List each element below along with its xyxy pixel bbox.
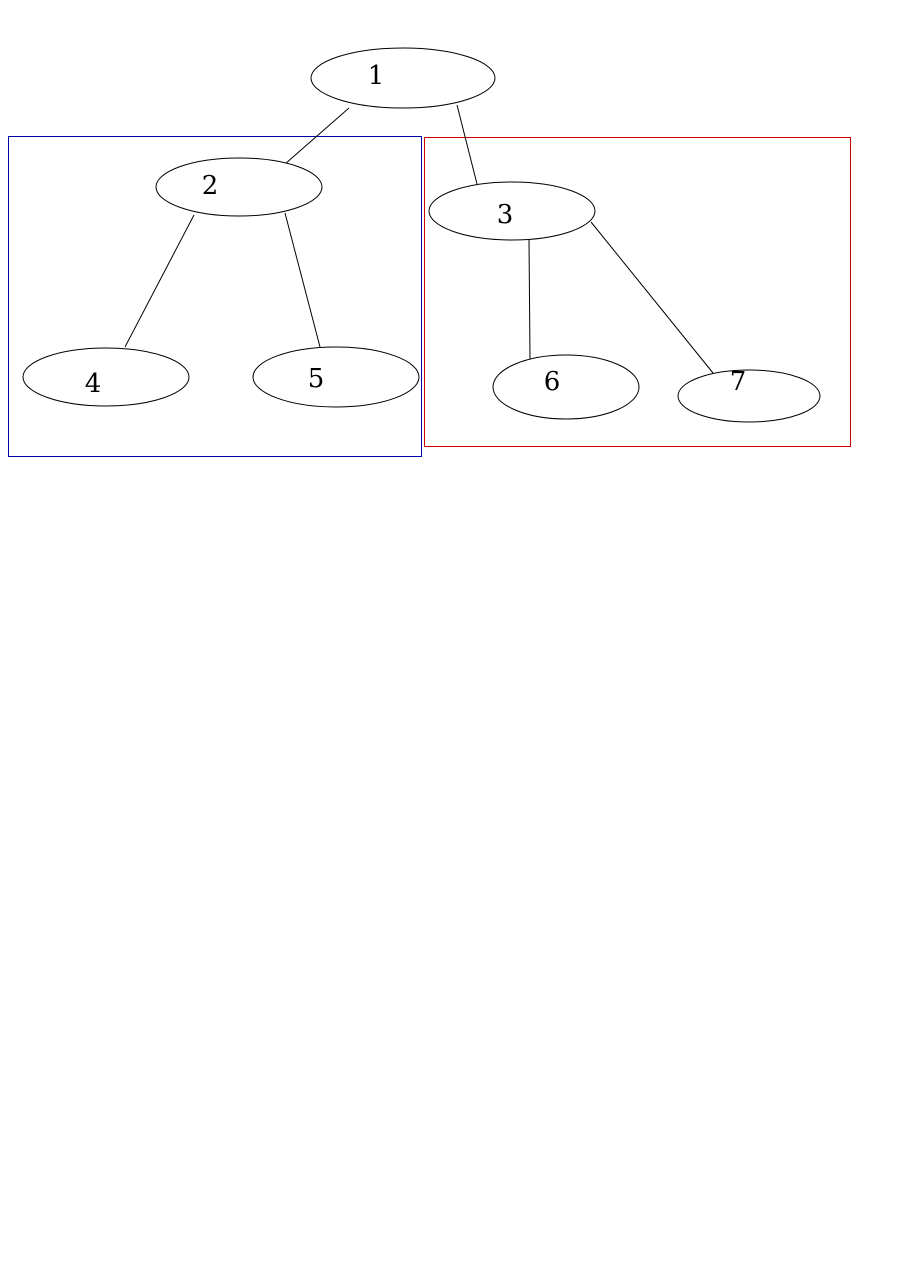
left-subtree-box [8, 136, 422, 457]
node-3-label: 3 [497, 200, 514, 230]
node-6: 6 [492, 354, 640, 420]
node-4: 4 [22, 347, 190, 407]
node-5-ellipse [252, 346, 420, 408]
node-6-ellipse [492, 354, 640, 420]
node-5-label: 5 [308, 364, 325, 394]
edge-1-3 [456, 104, 478, 185]
node-7-label: 7 [730, 367, 747, 397]
right-subtree-box [424, 137, 851, 447]
node-1: 1 [310, 47, 496, 109]
node-1-label: 1 [368, 61, 385, 91]
edge-3-6 [528, 239, 531, 360]
node-5: 5 [252, 346, 420, 408]
node-1-ellipse [310, 47, 496, 109]
node-2-ellipse [155, 157, 323, 217]
node-2: 2 [155, 157, 323, 217]
node-2-label: 2 [202, 171, 219, 201]
node-3-ellipse [428, 181, 596, 241]
node-6-label: 6 [544, 367, 561, 397]
node-7-ellipse [677, 369, 821, 423]
node-4-label: 4 [85, 369, 102, 399]
node-7: 7 [677, 367, 821, 423]
edge-1-2 [284, 107, 350, 165]
edge-2-4 [124, 214, 195, 348]
node-4-ellipse [22, 347, 190, 407]
edge-2-5 [284, 212, 321, 348]
node-3: 3 [428, 181, 596, 241]
edge-3-7 [590, 221, 714, 374]
